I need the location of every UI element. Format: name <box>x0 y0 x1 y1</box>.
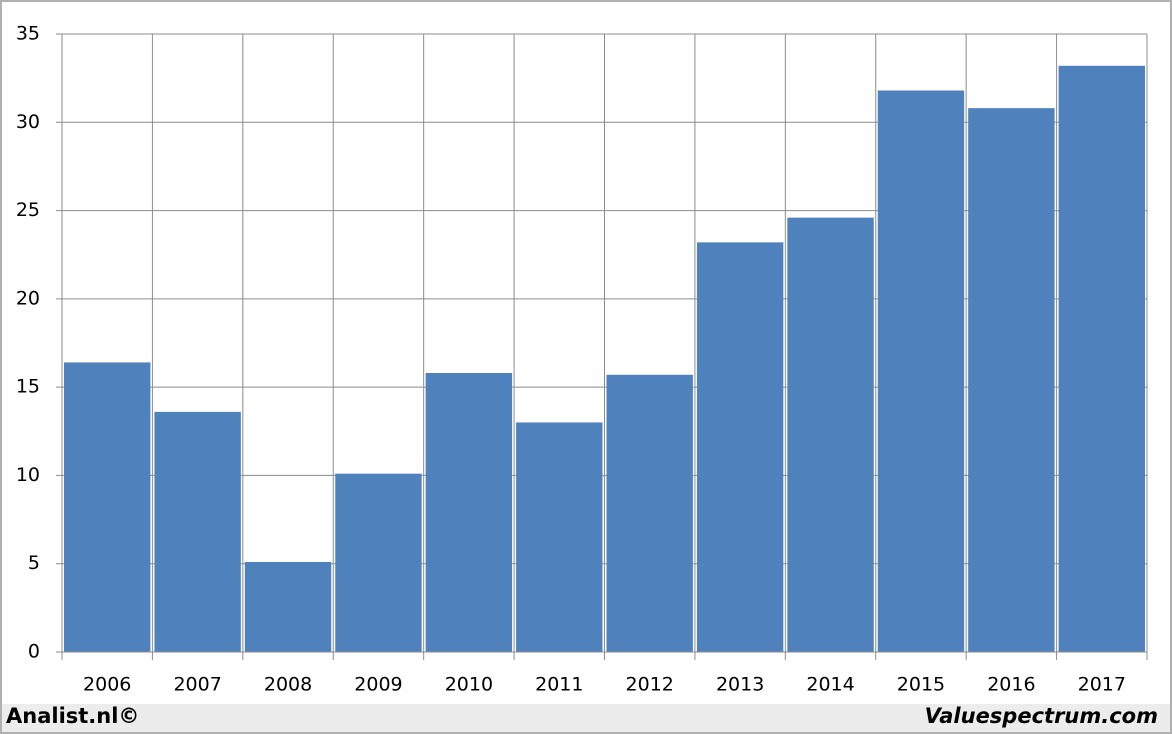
x-tick-label: 2006 <box>83 674 131 696</box>
y-tick-label: 30 <box>16 111 40 133</box>
x-tick-label: 2010 <box>445 674 493 696</box>
x-tick-label: 2017 <box>1078 674 1126 696</box>
bar <box>516 422 603 652</box>
bar <box>244 561 332 652</box>
x-tick-label: 2007 <box>173 674 221 696</box>
y-tick-label: 20 <box>16 287 40 309</box>
x-tick-label: 2015 <box>897 674 945 696</box>
y-tick-label: 15 <box>16 376 40 398</box>
x-tick-label: 2014 <box>806 674 854 696</box>
bar <box>877 90 965 652</box>
footer-right: Valuespectrum.com <box>925 704 1158 728</box>
x-tick-label: 2011 <box>535 674 583 696</box>
x-tick-label: 2016 <box>987 674 1035 696</box>
bar <box>64 362 151 652</box>
footer-left: Analist.nl© <box>6 704 139 728</box>
bar <box>606 374 693 652</box>
y-tick-label: 0 <box>28 641 40 663</box>
x-tick-label: 2009 <box>354 674 402 696</box>
footer-band <box>2 704 1170 732</box>
x-tick-label: 2012 <box>626 674 674 696</box>
bar <box>696 242 784 652</box>
x-tick-label: 2013 <box>716 674 764 696</box>
bar <box>1058 65 1145 653</box>
bar <box>335 473 422 652</box>
bar <box>425 373 513 652</box>
bar <box>787 217 874 653</box>
bar <box>968 108 1055 652</box>
y-tick-label: 25 <box>16 199 40 221</box>
x-tick-label: 2008 <box>264 674 312 696</box>
y-tick-label: 10 <box>16 464 40 486</box>
y-tick-label: 5 <box>28 552 40 574</box>
bar <box>154 411 241 652</box>
y-tick-label: 35 <box>16 23 40 45</box>
